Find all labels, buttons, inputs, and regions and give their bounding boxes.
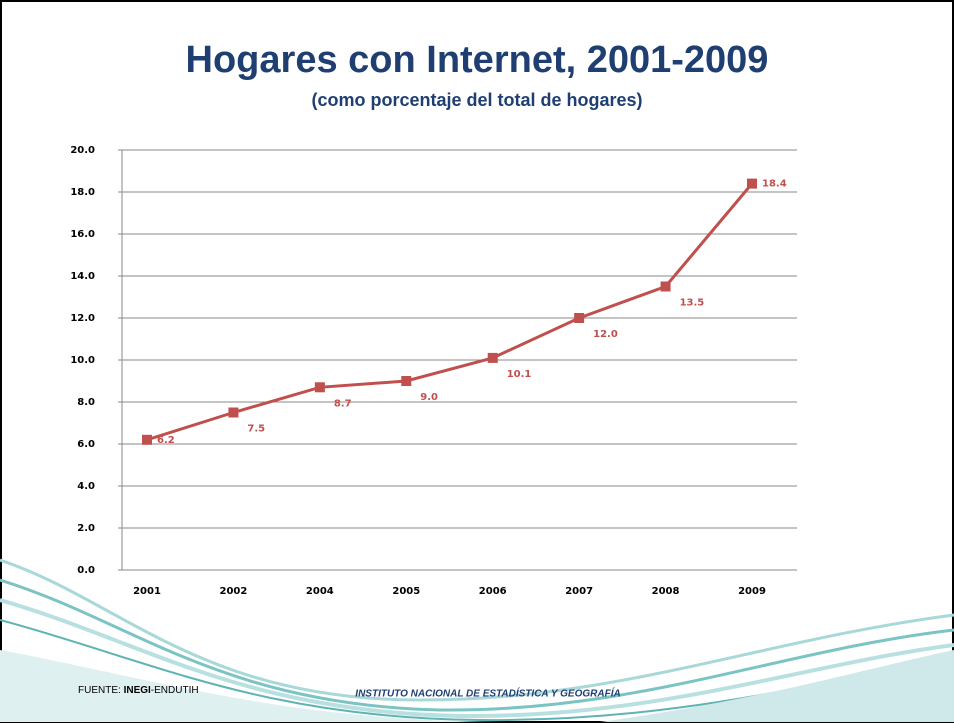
- x-tick-label: 2008: [652, 586, 680, 597]
- data-label: 8.7: [334, 398, 352, 409]
- x-tick-label: 2004: [306, 586, 334, 597]
- source-org: INEGI: [124, 685, 151, 696]
- y-tick-label: 20.0: [70, 145, 95, 156]
- data-point: [747, 178, 757, 189]
- y-tick-label: 8.0: [77, 397, 95, 408]
- source-label: FUENTE:: [78, 685, 121, 696]
- y-tick-label: 18.0: [70, 187, 95, 198]
- footer: FUENTE: INEGI-ENDUTIH: [78, 685, 199, 696]
- source-detail: -ENDUTIH: [151, 685, 199, 696]
- chart-title: Hogares con Internet, 2001-2009: [186, 39, 769, 81]
- y-tick-label: 10.0: [70, 355, 95, 366]
- y-tick-label: 16.0: [70, 229, 95, 240]
- data-point: [314, 382, 325, 393]
- institute: INSTITUTO NACIONAL DE ESTADÍSTICA Y GEOG…: [355, 687, 620, 700]
- x-tick-label: 2005: [392, 586, 420, 597]
- y-tick-label: 14.0: [70, 271, 95, 282]
- x-tick-label: 2002: [220, 586, 248, 597]
- y-tick-label: 6.0: [77, 439, 95, 450]
- wave-decoration: [0, 558, 954, 722]
- x-tick-label: 2007: [565, 586, 593, 597]
- x-tick-label: 2001: [133, 586, 161, 597]
- data-point: [401, 376, 412, 386]
- y-tick-label: 4.0: [77, 481, 95, 492]
- data-label: 13.5: [680, 298, 705, 309]
- data-point: [574, 313, 585, 323]
- x-tick-label: 2006: [479, 586, 507, 597]
- data-label: 10.1: [507, 369, 532, 380]
- y-tick-label: 12.0: [70, 313, 95, 324]
- y-tick-label: 0.0: [77, 565, 95, 576]
- data-label: 6.2: [157, 435, 175, 446]
- data-line: [146, 182, 754, 442]
- data-label: 9.0: [420, 392, 438, 403]
- x-tick-label: 2009: [738, 586, 766, 597]
- data-label: 12.0: [593, 329, 618, 340]
- data-label: 7.5: [247, 424, 265, 435]
- chart-subtitle: (como porcentaje del total de hogares): [311, 90, 642, 110]
- y-tick-label: 2.0: [77, 523, 95, 534]
- data-point: [142, 434, 152, 445]
- data-label: 18.4: [762, 179, 787, 190]
- data-point: [228, 407, 239, 418]
- data-point: [487, 352, 498, 363]
- data-point: [660, 281, 671, 292]
